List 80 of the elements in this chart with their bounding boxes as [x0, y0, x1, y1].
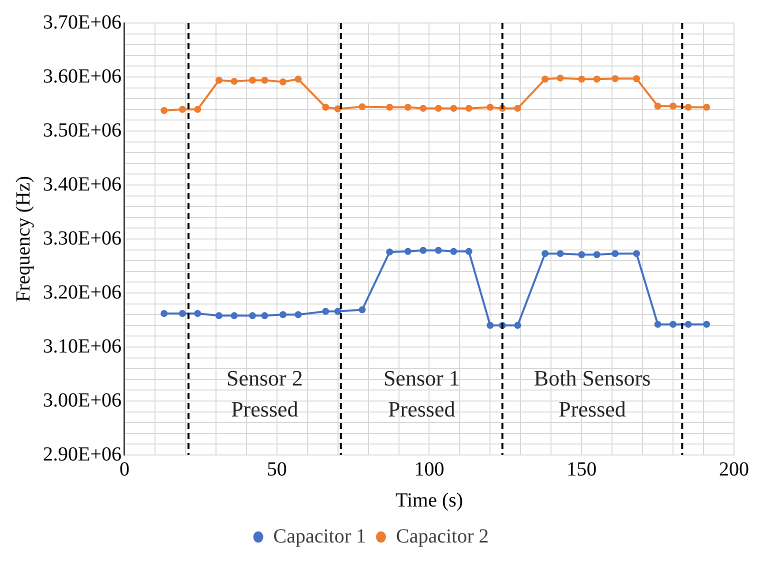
point — [160, 310, 168, 318]
point — [486, 322, 494, 329]
legend-label: Capacitor 2 — [396, 525, 489, 548]
point — [386, 248, 394, 256]
point — [465, 104, 472, 112]
point — [404, 104, 412, 111]
x-axis-title: Time (s) — [395, 489, 464, 512]
y-axis-title: Frequency (Hz) — [12, 176, 34, 302]
x-tick-label: 150 — [566, 458, 597, 480]
point — [593, 251, 600, 258]
y-tick-label: 2.90E+06 — [42, 443, 122, 466]
point — [178, 106, 186, 113]
point — [248, 312, 256, 320]
point — [684, 104, 692, 111]
point — [261, 312, 268, 320]
point — [215, 312, 222, 320]
point — [404, 248, 412, 255]
point — [556, 250, 564, 258]
y-tick-label: 3.10E+06 — [42, 335, 122, 358]
y-tick-label: 3.60E+06 — [42, 65, 122, 88]
point — [434, 104, 442, 112]
point — [194, 106, 202, 113]
point — [703, 320, 710, 328]
point — [578, 76, 586, 83]
x-tick-label: 100 — [414, 458, 444, 480]
point — [358, 103, 366, 110]
point — [542, 250, 549, 258]
annotation: Sensor 1 Pressed — [383, 365, 460, 422]
point — [632, 250, 640, 258]
point — [612, 75, 619, 82]
point — [294, 311, 302, 318]
point — [670, 320, 677, 328]
point — [514, 322, 522, 329]
point — [334, 308, 342, 315]
point — [261, 76, 268, 84]
y-tick-label: 3.30E+06 — [42, 227, 122, 250]
point — [420, 104, 427, 112]
legend-label: Capacitor 1 — [273, 525, 366, 548]
annotation: Both Sensors Pressed — [534, 365, 651, 422]
point — [578, 251, 586, 258]
point — [420, 246, 427, 254]
point — [514, 104, 522, 112]
y-tick-label: 3.70E+06 — [42, 11, 122, 34]
point — [434, 246, 442, 254]
point — [215, 76, 222, 84]
point — [556, 74, 564, 82]
point — [703, 104, 710, 111]
x-tick-label: 50 — [266, 458, 287, 480]
y-tick-label: 3.50E+06 — [42, 119, 122, 142]
point — [230, 78, 238, 85]
annotation: Sensor 2 Pressed — [226, 365, 303, 422]
point — [684, 320, 692, 328]
point — [194, 310, 202, 318]
x-tick-label: 200 — [719, 458, 749, 480]
point — [612, 250, 619, 258]
point — [230, 312, 238, 320]
point — [178, 310, 186, 318]
point — [160, 106, 168, 114]
point — [294, 76, 302, 83]
point — [486, 104, 494, 111]
point — [279, 311, 286, 318]
point — [450, 248, 458, 255]
point — [322, 104, 330, 111]
point — [386, 104, 394, 111]
point — [322, 308, 330, 315]
point — [542, 76, 549, 83]
y-tick-label: 3.00E+06 — [42, 389, 122, 412]
point — [465, 248, 472, 255]
point — [279, 78, 286, 86]
point — [450, 104, 458, 112]
point — [334, 105, 342, 112]
y-tick-label: 3.20E+06 — [42, 281, 122, 304]
point — [654, 320, 662, 328]
point — [670, 102, 677, 110]
y-tick-label: 3.40E+06 — [42, 173, 122, 196]
point — [593, 76, 600, 83]
point — [654, 102, 662, 110]
point — [358, 306, 366, 314]
point — [248, 76, 256, 84]
point — [632, 75, 640, 82]
